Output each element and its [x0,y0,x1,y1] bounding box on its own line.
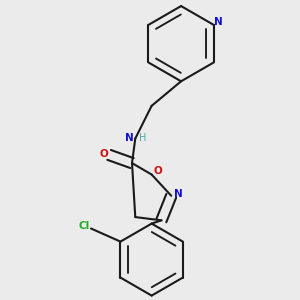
Text: O: O [153,166,162,176]
Text: N: N [174,189,183,199]
Text: N: N [214,17,223,27]
Text: N: N [125,133,134,143]
Text: O: O [100,148,108,159]
Text: H: H [139,133,146,142]
Text: Cl: Cl [78,221,89,231]
